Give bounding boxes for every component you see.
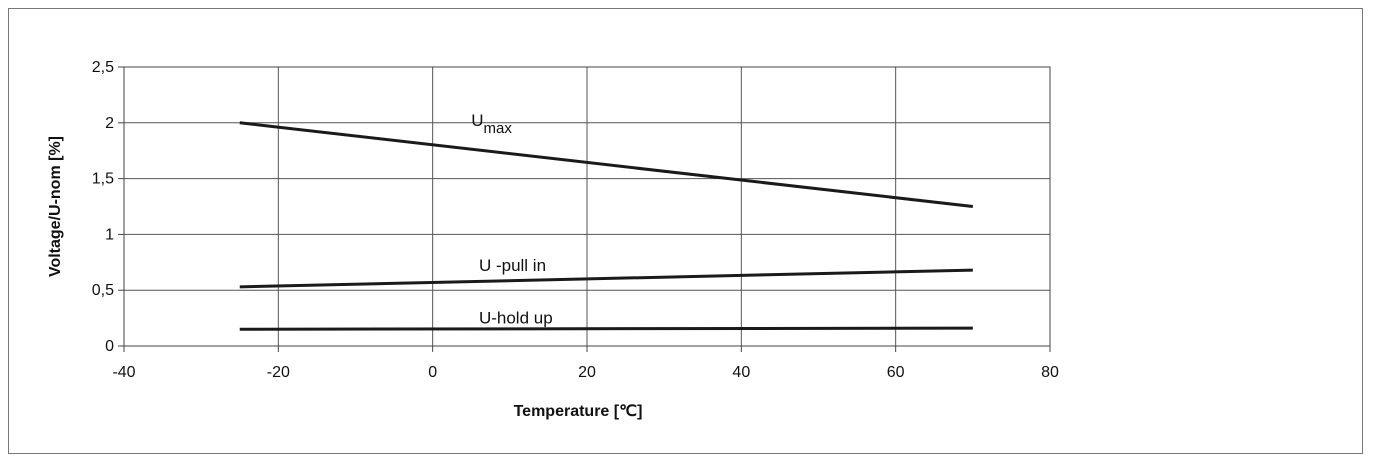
chart-frame (8, 8, 1363, 454)
series-label-pull-in: U -pull in (479, 256, 546, 275)
grid-lines (123, 66, 1051, 347)
y-tick-label: 0,5 (92, 282, 114, 299)
series-label-umax-sub: max (484, 120, 513, 137)
x-axis-title: Temperature [℃] (514, 403, 643, 420)
series-label-umax-main: U (471, 111, 483, 130)
x-axis-ticks: -40 -20 0 20 40 60 80 (112, 346, 1059, 381)
x-tick-label: 40 (732, 364, 750, 381)
x-tick-label: 80 (1041, 364, 1059, 381)
y-tick-label: 2,5 (92, 59, 114, 76)
series-label-hold-up: U-hold up (479, 309, 553, 328)
x-tick-label: -20 (267, 364, 290, 381)
y-axis-title: Voltage/U-nom [%] (47, 136, 64, 277)
x-tick-label: 0 (428, 364, 437, 381)
y-tick-label: 1 (105, 226, 114, 243)
x-tick-label: 60 (887, 364, 905, 381)
x-tick-label: 20 (578, 364, 596, 381)
x-tick-label: -40 (112, 364, 135, 381)
y-axis-ticks: 0 0,5 1 1,5 2 2,5 (92, 59, 124, 355)
series-label-umax: Umax (471, 111, 512, 137)
y-tick-label: 0 (105, 338, 114, 355)
series-labels: Umax U -pull in U-hold up (471, 111, 552, 328)
series-line-1 (239, 268, 973, 289)
series-line-0 (239, 121, 974, 208)
y-tick-label: 1,5 (92, 171, 114, 188)
y-tick-label: 2 (105, 115, 114, 132)
series-lines (239, 121, 974, 331)
series-line-2 (239, 326, 973, 331)
